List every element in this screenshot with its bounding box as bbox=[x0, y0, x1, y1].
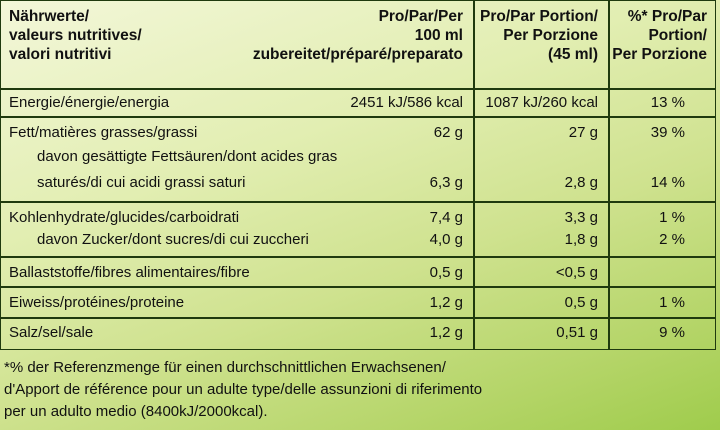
energy-per-portion: 1087 kJ/260 kcal bbox=[485, 94, 598, 111]
row-label-salt: Salz/sel/sale bbox=[9, 324, 94, 341]
saturates-per-portion: 2,8 g bbox=[564, 174, 598, 191]
header-percent-portion: %* Pro/Par Portion/ Per Porzione bbox=[612, 8, 707, 63]
header-per-100ml: Pro/Par/Per 100 ml zubereitet/préparé/pr… bbox=[252, 8, 463, 63]
row-label-saturates-2: saturés/di cui acidi grassi saturi bbox=[37, 174, 246, 191]
sugars-percent: 2 % bbox=[659, 231, 685, 248]
row-label-sugars: davon Zucker/dont sucres/di cui zuccheri bbox=[37, 231, 309, 248]
row-divider bbox=[1, 286, 715, 288]
header-per-portion: Pro/Par Portion/ Per Porzione (45 ml) bbox=[480, 8, 598, 63]
fibre-per-portion: <0,5 g bbox=[555, 264, 598, 281]
salt-per-portion: 0,51 g bbox=[556, 324, 598, 341]
row-label-fat: Fett/matières grasses/grassi bbox=[9, 124, 198, 141]
fat-percent: 39 % bbox=[650, 124, 685, 141]
row-label-protein: Eiweiss/protéines/proteine bbox=[9, 294, 185, 311]
energy-per-100ml: 2451 kJ/586 kcal bbox=[350, 94, 463, 111]
protein-per-portion: 0,5 g bbox=[564, 294, 598, 311]
carbs-per-portion: 3,3 g bbox=[564, 209, 598, 226]
footnote-line: *% der Referenzmenge für einen durchschn… bbox=[4, 359, 446, 376]
row-label-carbohydrates: Kohlenhydrate/glucides/carboidrati bbox=[9, 209, 240, 226]
carbs-per-100ml: 7,4 g bbox=[429, 209, 463, 226]
saturates-per-100ml: 6,3 g bbox=[429, 174, 463, 191]
row-divider bbox=[1, 201, 715, 203]
row-divider bbox=[1, 317, 715, 319]
nutrition-table: Nährwerte/ valeurs nutritives/ valori nu… bbox=[0, 0, 716, 350]
column-divider bbox=[608, 1, 610, 349]
salt-percent: 9 % bbox=[659, 324, 685, 341]
row-label-saturates-1: davon gesättigte Fettsäuren/dont acides … bbox=[37, 148, 338, 165]
column-divider bbox=[473, 1, 475, 349]
row-divider bbox=[1, 116, 715, 118]
energy-percent: 13 % bbox=[650, 94, 685, 111]
reference-intake-footnote: *% der Referenzmenge für einen durchschn… bbox=[4, 357, 716, 423]
sugars-per-100ml: 4,0 g bbox=[429, 231, 463, 248]
footnote-line: per un adulto medio (8400kJ/2000kcal). bbox=[4, 403, 268, 420]
fibre-per-100ml: 0,5 g bbox=[429, 264, 463, 281]
footnote-line: d'Apport de référence pour un adulte typ… bbox=[4, 381, 483, 398]
fat-per-100ml: 62 g bbox=[433, 124, 463, 141]
saturates-percent: 14 % bbox=[650, 174, 685, 191]
row-divider bbox=[1, 256, 715, 258]
protein-percent: 1 % bbox=[659, 294, 685, 311]
row-label-energy: Energie/énergie/energia bbox=[9, 94, 170, 111]
row-divider bbox=[1, 88, 715, 90]
header-nutrients: Nährwerte/ valeurs nutritives/ valori nu… bbox=[9, 8, 142, 63]
carbs-percent: 1 % bbox=[659, 209, 685, 226]
salt-per-100ml: 1,2 g bbox=[429, 324, 463, 341]
sugars-per-portion: 1,8 g bbox=[564, 231, 598, 248]
row-label-fibre: Ballaststoffe/fibres alimentaires/fibre bbox=[9, 264, 250, 281]
protein-per-100ml: 1,2 g bbox=[429, 294, 463, 311]
fat-per-portion: 27 g bbox=[568, 124, 598, 141]
